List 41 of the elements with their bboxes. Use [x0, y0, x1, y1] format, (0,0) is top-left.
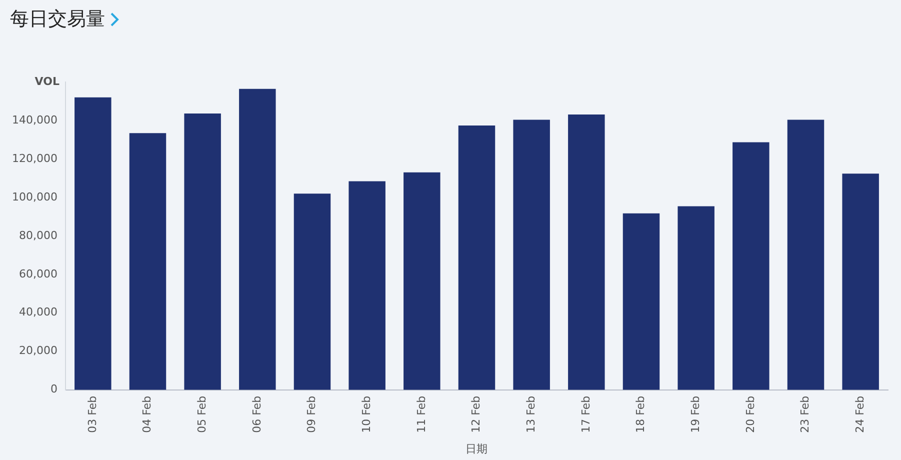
x-tick-label: 03 Feb — [86, 396, 99, 433]
y-tick-label: 80,000 — [18, 228, 58, 242]
x-tick-label: 13 Feb — [524, 396, 538, 433]
x-tick-label: 09 Feb — [305, 396, 318, 433]
y-tick-label: 140,000 — [12, 113, 58, 126]
x-tick-label: 17 Feb — [579, 396, 592, 433]
x-tick-label: 05 Feb — [195, 396, 208, 433]
bar — [458, 125, 496, 390]
chart-title: 每日交易量 — [10, 7, 105, 32]
x-tick-label: 24 Feb — [853, 396, 866, 433]
bar — [513, 120, 550, 390]
bar — [239, 88, 276, 390]
bar — [678, 206, 714, 390]
bar — [842, 174, 879, 390]
x-tick-label: 06 Feb — [250, 396, 264, 433]
y-tick-label: 60,000 — [18, 267, 58, 280]
bar — [74, 97, 112, 390]
x-tick-label: 11 Feb — [414, 396, 428, 433]
y-tick-label: 40,000 — [18, 306, 58, 319]
y-tick-label: 0 — [50, 382, 58, 396]
bar — [129, 133, 166, 390]
x-tick-label: 10 Feb — [360, 396, 373, 433]
bar — [294, 194, 331, 390]
bar — [622, 213, 660, 390]
x-tick-label: 12 Feb — [470, 396, 483, 433]
y-tick-label: 100,000 — [12, 190, 58, 204]
bar — [568, 114, 605, 390]
bar — [184, 114, 221, 390]
bar — [732, 142, 770, 390]
x-tick-label: 23 Feb — [798, 396, 812, 433]
y-axis-title: VOL — [34, 74, 60, 88]
x-tick-label: 04 Feb — [140, 396, 154, 433]
y-tick-label: 20,000 — [18, 344, 58, 358]
x-tick-label: 20 Feb — [744, 396, 757, 433]
x-tick-label: 19 Feb — [688, 396, 702, 433]
x-axis-title: 日期 — [466, 442, 488, 456]
bar — [404, 172, 440, 390]
bar — [787, 120, 824, 390]
y-tick-label: 120,000 — [12, 152, 58, 165]
bar — [348, 181, 386, 390]
x-tick-label: 18 Feb — [634, 396, 648, 433]
